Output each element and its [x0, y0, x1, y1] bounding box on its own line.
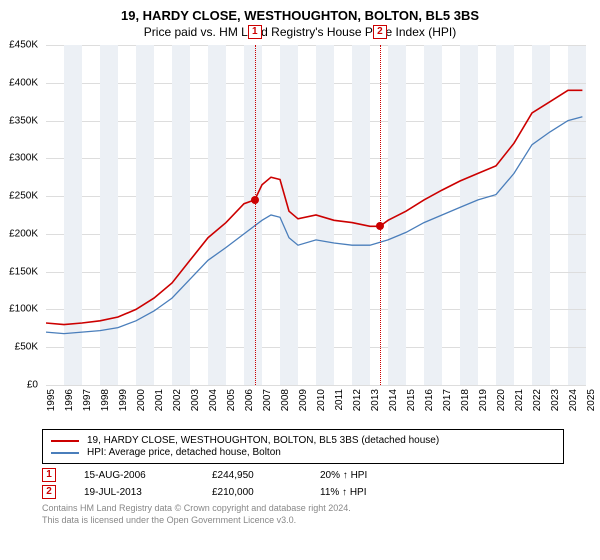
marker-delta: 11% ↑ HPI: [320, 487, 367, 498]
marker-price: £244,950: [212, 470, 292, 481]
x-tick-label: 2024: [568, 389, 579, 411]
x-tick-label: 2023: [550, 389, 561, 411]
marker-dot: [251, 196, 259, 204]
x-axis: 1995 1996 1997 1998 1999 2000 2001 2002 2003 2004…: [46, 385, 586, 425]
y-tick-label: £100K: [9, 304, 38, 315]
marker-date: 15-AUG-2006: [84, 470, 184, 481]
legend-item: HPI: Average price, detached house, Bolt…: [51, 447, 555, 458]
x-tick-label: 2001: [154, 389, 165, 411]
y-tick-label: £0: [27, 380, 38, 391]
marker-table-row: 2 19-JUL-2013 £210,000 11% ↑ HPI: [42, 485, 558, 499]
x-tick-label: 1997: [82, 389, 93, 411]
x-tick-label: 2017: [442, 389, 453, 411]
y-tick-label: £200K: [9, 228, 38, 239]
x-tick-label: 2011: [334, 389, 345, 411]
x-tick-label: 2003: [190, 389, 201, 411]
line-series: [46, 45, 586, 385]
x-tick-label: 2025: [586, 389, 597, 411]
legend-swatch: [51, 440, 79, 442]
x-tick-label: 2000: [136, 389, 147, 411]
y-tick-label: £400K: [9, 77, 38, 88]
footer: Contains HM Land Registry data © Crown c…: [42, 503, 558, 526]
x-tick-label: 2010: [316, 389, 327, 411]
chart-area: £0£50K£100K£150K£200K£250K£300K£350K£400…: [36, 45, 596, 425]
x-tick-label: 2004: [208, 389, 219, 411]
marker-date: 19-JUL-2013: [84, 487, 184, 498]
marker-table-row: 1 15-AUG-2006 £244,950 20% ↑ HPI: [42, 468, 558, 482]
x-tick-label: 2020: [496, 389, 507, 411]
x-tick-label: 2016: [424, 389, 435, 411]
chart-title: 19, HARDY CLOSE, WESTHOUGHTON, BOLTON, B…: [0, 0, 600, 23]
x-tick-label: 2008: [280, 389, 291, 411]
x-tick-label: 2002: [172, 389, 183, 411]
x-tick-label: 2022: [532, 389, 543, 411]
legend-label: 19, HARDY CLOSE, WESTHOUGHTON, BOLTON, B…: [87, 435, 439, 446]
x-tick-label: 2014: [388, 389, 399, 411]
marker-box: 2: [373, 25, 387, 39]
y-tick-label: £250K: [9, 191, 38, 202]
plot: 12: [46, 45, 586, 385]
series-line: [46, 117, 582, 334]
x-tick-label: 2007: [262, 389, 273, 411]
y-tick-label: £50K: [15, 342, 38, 353]
y-axis: £0£50K£100K£150K£200K£250K£300K£350K£400…: [0, 45, 42, 385]
y-tick-label: £300K: [9, 153, 38, 164]
marker-id-box: 1: [42, 468, 56, 482]
marker-dot: [376, 222, 384, 230]
chart-subtitle: Price paid vs. HM Land Registry's House …: [0, 23, 600, 45]
legend-label: HPI: Average price, detached house, Bolt…: [87, 447, 281, 458]
x-tick-label: 2013: [370, 389, 381, 411]
x-tick-label: 1999: [118, 389, 129, 411]
x-tick-label: 2012: [352, 389, 363, 411]
footer-line2: This data is licensed under the Open Gov…: [42, 515, 558, 527]
marker-delta: 20% ↑ HPI: [320, 470, 367, 481]
series-line: [46, 90, 582, 324]
x-tick-label: 1998: [100, 389, 111, 411]
x-tick-label: 2019: [478, 389, 489, 411]
marker-price: £210,000: [212, 487, 292, 498]
x-tick-label: 2009: [298, 389, 309, 411]
marker-table: 1 15-AUG-2006 £244,950 20% ↑ HPI 2 19-JUL-201…: [42, 468, 558, 499]
marker-box: 1: [248, 25, 262, 39]
x-tick-label: 2021: [514, 389, 525, 411]
legend-item: 19, HARDY CLOSE, WESTHOUGHTON, BOLTON, B…: [51, 435, 555, 446]
x-tick-label: 2005: [226, 389, 237, 411]
y-tick-label: £150K: [9, 266, 38, 277]
footer-line1: Contains HM Land Registry data © Crown c…: [42, 503, 558, 515]
x-tick-label: 2018: [460, 389, 471, 411]
legend-swatch: [51, 452, 79, 454]
y-tick-label: £350K: [9, 115, 38, 126]
x-tick-label: 2015: [406, 389, 417, 411]
marker-id-box: 2: [42, 485, 56, 499]
x-tick-label: 1995: [46, 389, 57, 411]
y-tick-label: £450K: [9, 40, 38, 51]
x-tick-label: 1996: [64, 389, 75, 411]
x-tick-label: 2006: [244, 389, 255, 411]
legend: 19, HARDY CLOSE, WESTHOUGHTON, BOLTON, B…: [42, 429, 564, 464]
